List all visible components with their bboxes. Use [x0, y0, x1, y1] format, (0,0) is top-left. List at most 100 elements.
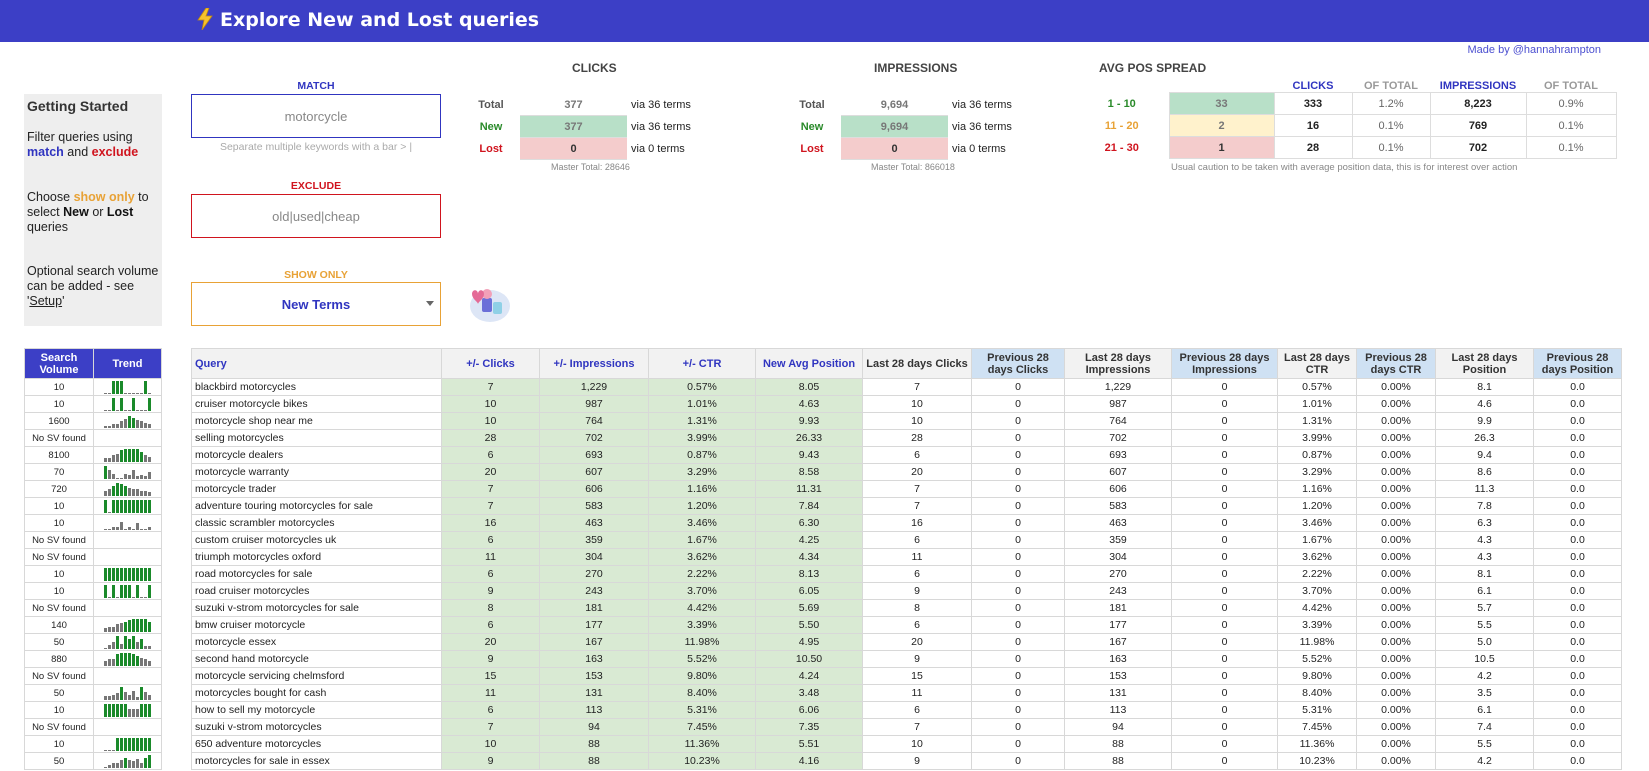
query-row[interactable]: motorcycle essex 20 167 11.98% 4.95 20 0 167 0 11…: [191, 633, 1622, 651]
metric-cell: 0: [971, 616, 1065, 634]
query-row[interactable]: motorcycle dealers 6 693 0.87% 9.43 6 0 693 0 0.8…: [191, 446, 1622, 464]
metric-cell: 0: [1171, 582, 1278, 600]
trend-bar: [120, 500, 123, 513]
query-row[interactable]: second hand motorcycle 9 163 5.52% 10.50 9 0 16…: [191, 650, 1622, 668]
metric-cell: 20: [862, 633, 972, 651]
trend-bar: [124, 529, 127, 530]
metric-cell: 0: [1171, 548, 1278, 566]
metric-cell: 7: [862, 718, 972, 736]
query-row[interactable]: selling motorcycles 28 702 3.99% 26.33 28 0 702…: [191, 429, 1622, 447]
metric-cell: 88: [539, 752, 649, 770]
col-last-28-clicks[interactable]: Last 28 days Clicks: [862, 348, 972, 379]
query-row[interactable]: custom cruiser motorcycles uk 6 359 1.67% 4.…: [191, 531, 1622, 549]
metric-cell: 0: [1171, 463, 1278, 481]
query-row[interactable]: motorcycle warranty 20 607 3.29% 8.58 20 0 607 0…: [191, 463, 1622, 481]
col-last-28-impressions[interactable]: Last 28 days Impressions: [1064, 348, 1172, 379]
metric-cell: 177: [1064, 616, 1172, 634]
getting-started-panel: Getting Started Filter queries using mat…: [24, 94, 162, 326]
col-prev-28-ctr[interactable]: Previous 28 days CTR: [1356, 348, 1436, 379]
col-last-28-position[interactable]: Last 28 days Position: [1435, 348, 1534, 379]
sv-value: 10: [24, 395, 94, 413]
metric-cell: 3.46%: [1277, 514, 1357, 532]
query-row[interactable]: motorcycles for sale in essex 9 88 10.23% 4.…: [191, 752, 1622, 770]
metric-cell: 0.57%: [1277, 378, 1357, 396]
query-row[interactable]: triumph motorcycles oxford 11 304 3.62% 4.34…: [191, 548, 1622, 566]
col-prev-28-position[interactable]: Previous 28 days Position: [1533, 348, 1622, 379]
sv-value: 50: [24, 633, 94, 651]
trend-bar: [128, 620, 131, 632]
trend-sparkline: [93, 616, 162, 634]
col-impressions-delta[interactable]: +/- Impressions: [539, 348, 649, 379]
trend-bar: [124, 410, 127, 411]
trend-bar: [136, 420, 139, 428]
trend-bar: [104, 628, 107, 632]
metric-cell: 0.00%: [1356, 463, 1436, 481]
metric-cell: 7.45%: [648, 718, 756, 736]
sv-row: 10: [24, 395, 162, 413]
query-row[interactable]: suzuki v-strom motorcycles 7 94 7.45% 7.35 7 0…: [191, 718, 1622, 736]
metric-cell: 3.39%: [1277, 616, 1357, 634]
metric-cell: 113: [539, 701, 649, 719]
metric-cell: 10: [441, 395, 540, 413]
sv-value: 1600: [24, 412, 94, 430]
query-row[interactable]: motorcycle trader 7 606 1.16% 11.31 7 0 606 0 1.1…: [191, 480, 1622, 498]
query-row[interactable]: cruiser motorcycle bikes 10 987 1.01% 4.63 10…: [191, 395, 1622, 413]
trend-bar: [120, 623, 123, 632]
trend-bar: [148, 704, 151, 717]
trend-bar: [124, 419, 127, 428]
query-row[interactable]: bmw cruiser motorcycle 6 177 3.39% 5.50 6 0 177…: [191, 616, 1622, 634]
query-row[interactable]: how to sell my motorcycle 6 113 5.31% 6.06 6 0…: [191, 701, 1622, 719]
query-row[interactable]: road cruiser motorcycles 9 243 3.70% 6.05 9 0 2…: [191, 582, 1622, 600]
trend-bar: [128, 416, 131, 428]
metric-cell: 2.22%: [1277, 565, 1357, 583]
query-row[interactable]: classic scrambler motorcycles 16 463 3.46% 6…: [191, 514, 1622, 532]
metric-cell: 7: [441, 718, 540, 736]
query-row[interactable]: road motorcycles for sale 6 270 2.22% 8.13 6 0…: [191, 565, 1622, 583]
show-only-select[interactable]: New Terms: [191, 282, 441, 326]
query-row[interactable]: motorcycle shop near me 10 764 1.31% 9.93 10 0…: [191, 412, 1622, 430]
col-clicks-delta[interactable]: +/- Clicks: [441, 348, 540, 379]
match-input[interactable]: motorcycle: [191, 94, 441, 138]
setup-link[interactable]: Setup: [29, 294, 63, 308]
col-query[interactable]: Query: [191, 348, 442, 379]
trend-sparkline: [93, 429, 162, 447]
col-new-avg-position[interactable]: New Avg Position: [755, 348, 863, 379]
metric-cell: 16: [441, 514, 540, 532]
metric-cell: 270: [1064, 565, 1172, 583]
sv-value: No SV found: [24, 531, 94, 549]
query-row[interactable]: adventure touring motorcycles for sale 7 5…: [191, 497, 1622, 515]
query-row[interactable]: motorcycle servicing chelmsford 15 153 9.80…: [191, 667, 1622, 685]
metric-cell: 0.00%: [1356, 429, 1436, 447]
sv-row: 140: [24, 616, 162, 634]
query-cell: bmw cruiser motorcycle: [191, 616, 442, 634]
col-last-28-ctr[interactable]: Last 28 days CTR: [1277, 348, 1357, 379]
col-prev-28-clicks[interactable]: Previous 28 days Clicks: [971, 348, 1065, 379]
trend-bar: [128, 475, 131, 479]
metric-cell: 4.95: [755, 633, 863, 651]
trend-bar: [112, 474, 115, 479]
metric-cell: 5.31%: [648, 701, 756, 719]
trend-bar: [104, 458, 107, 462]
trend-bar: [132, 709, 135, 717]
query-row[interactable]: blackbird motorcycles 7 1,229 0.57% 8.05 7 0 1,…: [191, 378, 1622, 396]
col-prev-28-impressions[interactable]: Previous 28 days Impressions: [1171, 348, 1278, 379]
metric-cell: 1.31%: [1277, 412, 1357, 430]
col-ctr-delta[interactable]: +/- CTR: [648, 348, 756, 379]
query-row[interactable]: motorcycles bought for cash 11 131 8.40% 3.4…: [191, 684, 1622, 702]
metric-cell: 6: [862, 531, 972, 549]
metric-cell: 4.16: [755, 752, 863, 770]
made-by-link[interactable]: Made by @hannahrampton: [1467, 44, 1601, 56]
metric-cell: 8: [441, 599, 540, 617]
query-row[interactable]: 650 adventure motorcycles 10 88 11.36% 5.51 1…: [191, 735, 1622, 753]
trend-bar: [116, 704, 119, 717]
exclude-input[interactable]: old|used|cheap: [191, 194, 441, 238]
query-cell: triumph motorcycles oxford: [191, 548, 442, 566]
metric-cell: 4.25: [755, 531, 863, 549]
trend-bar: [148, 527, 151, 530]
query-cell: custom cruiser motorcycles uk: [191, 531, 442, 549]
metric-cell: 243: [539, 582, 649, 600]
metric-cell: 0: [971, 718, 1065, 736]
metric-cell: 1.20%: [648, 497, 756, 515]
metric-cell: 4.6: [1435, 395, 1534, 413]
query-row[interactable]: suzuki v-strom motorcycles for sale 8 181 4…: [191, 599, 1622, 617]
